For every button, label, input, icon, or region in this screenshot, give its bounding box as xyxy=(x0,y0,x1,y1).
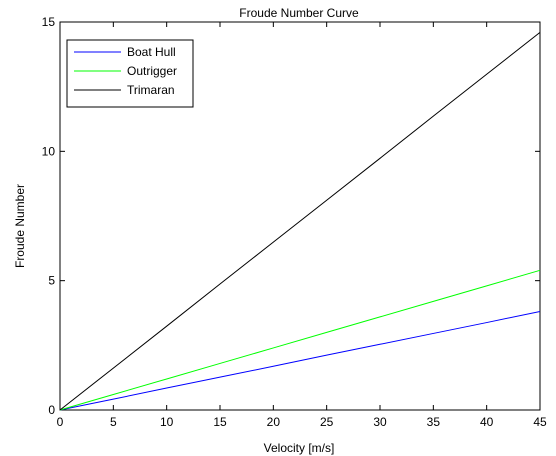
x-tick-label: 0 xyxy=(57,415,64,429)
x-tick-label: 45 xyxy=(533,415,547,429)
x-tick-label: 5 xyxy=(110,415,117,429)
series-line-outrigger xyxy=(59,269,541,411)
x-tick-label: 20 xyxy=(267,415,281,429)
series-line-boat-hull xyxy=(59,310,541,411)
legend: Boat Hull Outrigger Trimaran xyxy=(66,39,194,108)
legend-label: Trimaran xyxy=(127,83,175,97)
legend-box xyxy=(66,39,194,108)
x-tick-label: 15 xyxy=(213,415,227,429)
y-tick-label: 15 xyxy=(42,15,56,29)
x-tick-label: 25 xyxy=(320,415,334,429)
x-tick-label: 30 xyxy=(373,415,387,429)
x-tick-label: 40 xyxy=(480,415,494,429)
y-axis-label: Froude Number xyxy=(13,184,27,268)
legend-label: Outrigger xyxy=(127,64,177,78)
legend-label: Boat Hull xyxy=(127,45,176,59)
y-tick-label: 5 xyxy=(48,274,55,288)
x-axis-label: Velocity [m/s] xyxy=(264,441,335,455)
series-line-trimaran xyxy=(59,31,541,411)
chart-title: Froude Number Curve xyxy=(239,6,359,20)
y-tick-label: 0 xyxy=(48,403,55,417)
x-tick-label: 10 xyxy=(160,415,174,429)
x-tick-label: 35 xyxy=(427,415,441,429)
y-tick-label: 10 xyxy=(42,144,56,158)
